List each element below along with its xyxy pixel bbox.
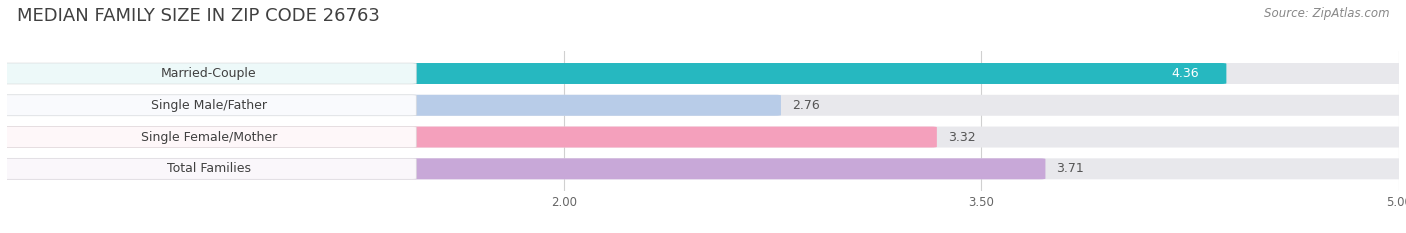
FancyBboxPatch shape — [1, 158, 416, 179]
Text: 3.71: 3.71 — [1056, 162, 1084, 175]
FancyBboxPatch shape — [1, 95, 780, 116]
FancyBboxPatch shape — [1, 127, 416, 147]
FancyBboxPatch shape — [1, 63, 1405, 84]
FancyBboxPatch shape — [1, 63, 416, 84]
Text: 2.76: 2.76 — [792, 99, 820, 112]
FancyBboxPatch shape — [1, 127, 936, 147]
Text: 4.36: 4.36 — [1171, 67, 1198, 80]
Text: MEDIAN FAMILY SIZE IN ZIP CODE 26763: MEDIAN FAMILY SIZE IN ZIP CODE 26763 — [17, 7, 380, 25]
Text: 3.32: 3.32 — [948, 130, 976, 144]
FancyBboxPatch shape — [1, 127, 1405, 147]
FancyBboxPatch shape — [1, 158, 1046, 179]
Text: Source: ZipAtlas.com: Source: ZipAtlas.com — [1264, 7, 1389, 20]
Text: Married-Couple: Married-Couple — [162, 67, 257, 80]
FancyBboxPatch shape — [1, 95, 416, 116]
FancyBboxPatch shape — [1, 95, 1405, 116]
Text: Single Female/Mother: Single Female/Mother — [141, 130, 277, 144]
Text: Total Families: Total Families — [167, 162, 250, 175]
FancyBboxPatch shape — [1, 158, 1405, 179]
Text: Single Male/Father: Single Male/Father — [150, 99, 267, 112]
FancyBboxPatch shape — [1, 63, 1226, 84]
